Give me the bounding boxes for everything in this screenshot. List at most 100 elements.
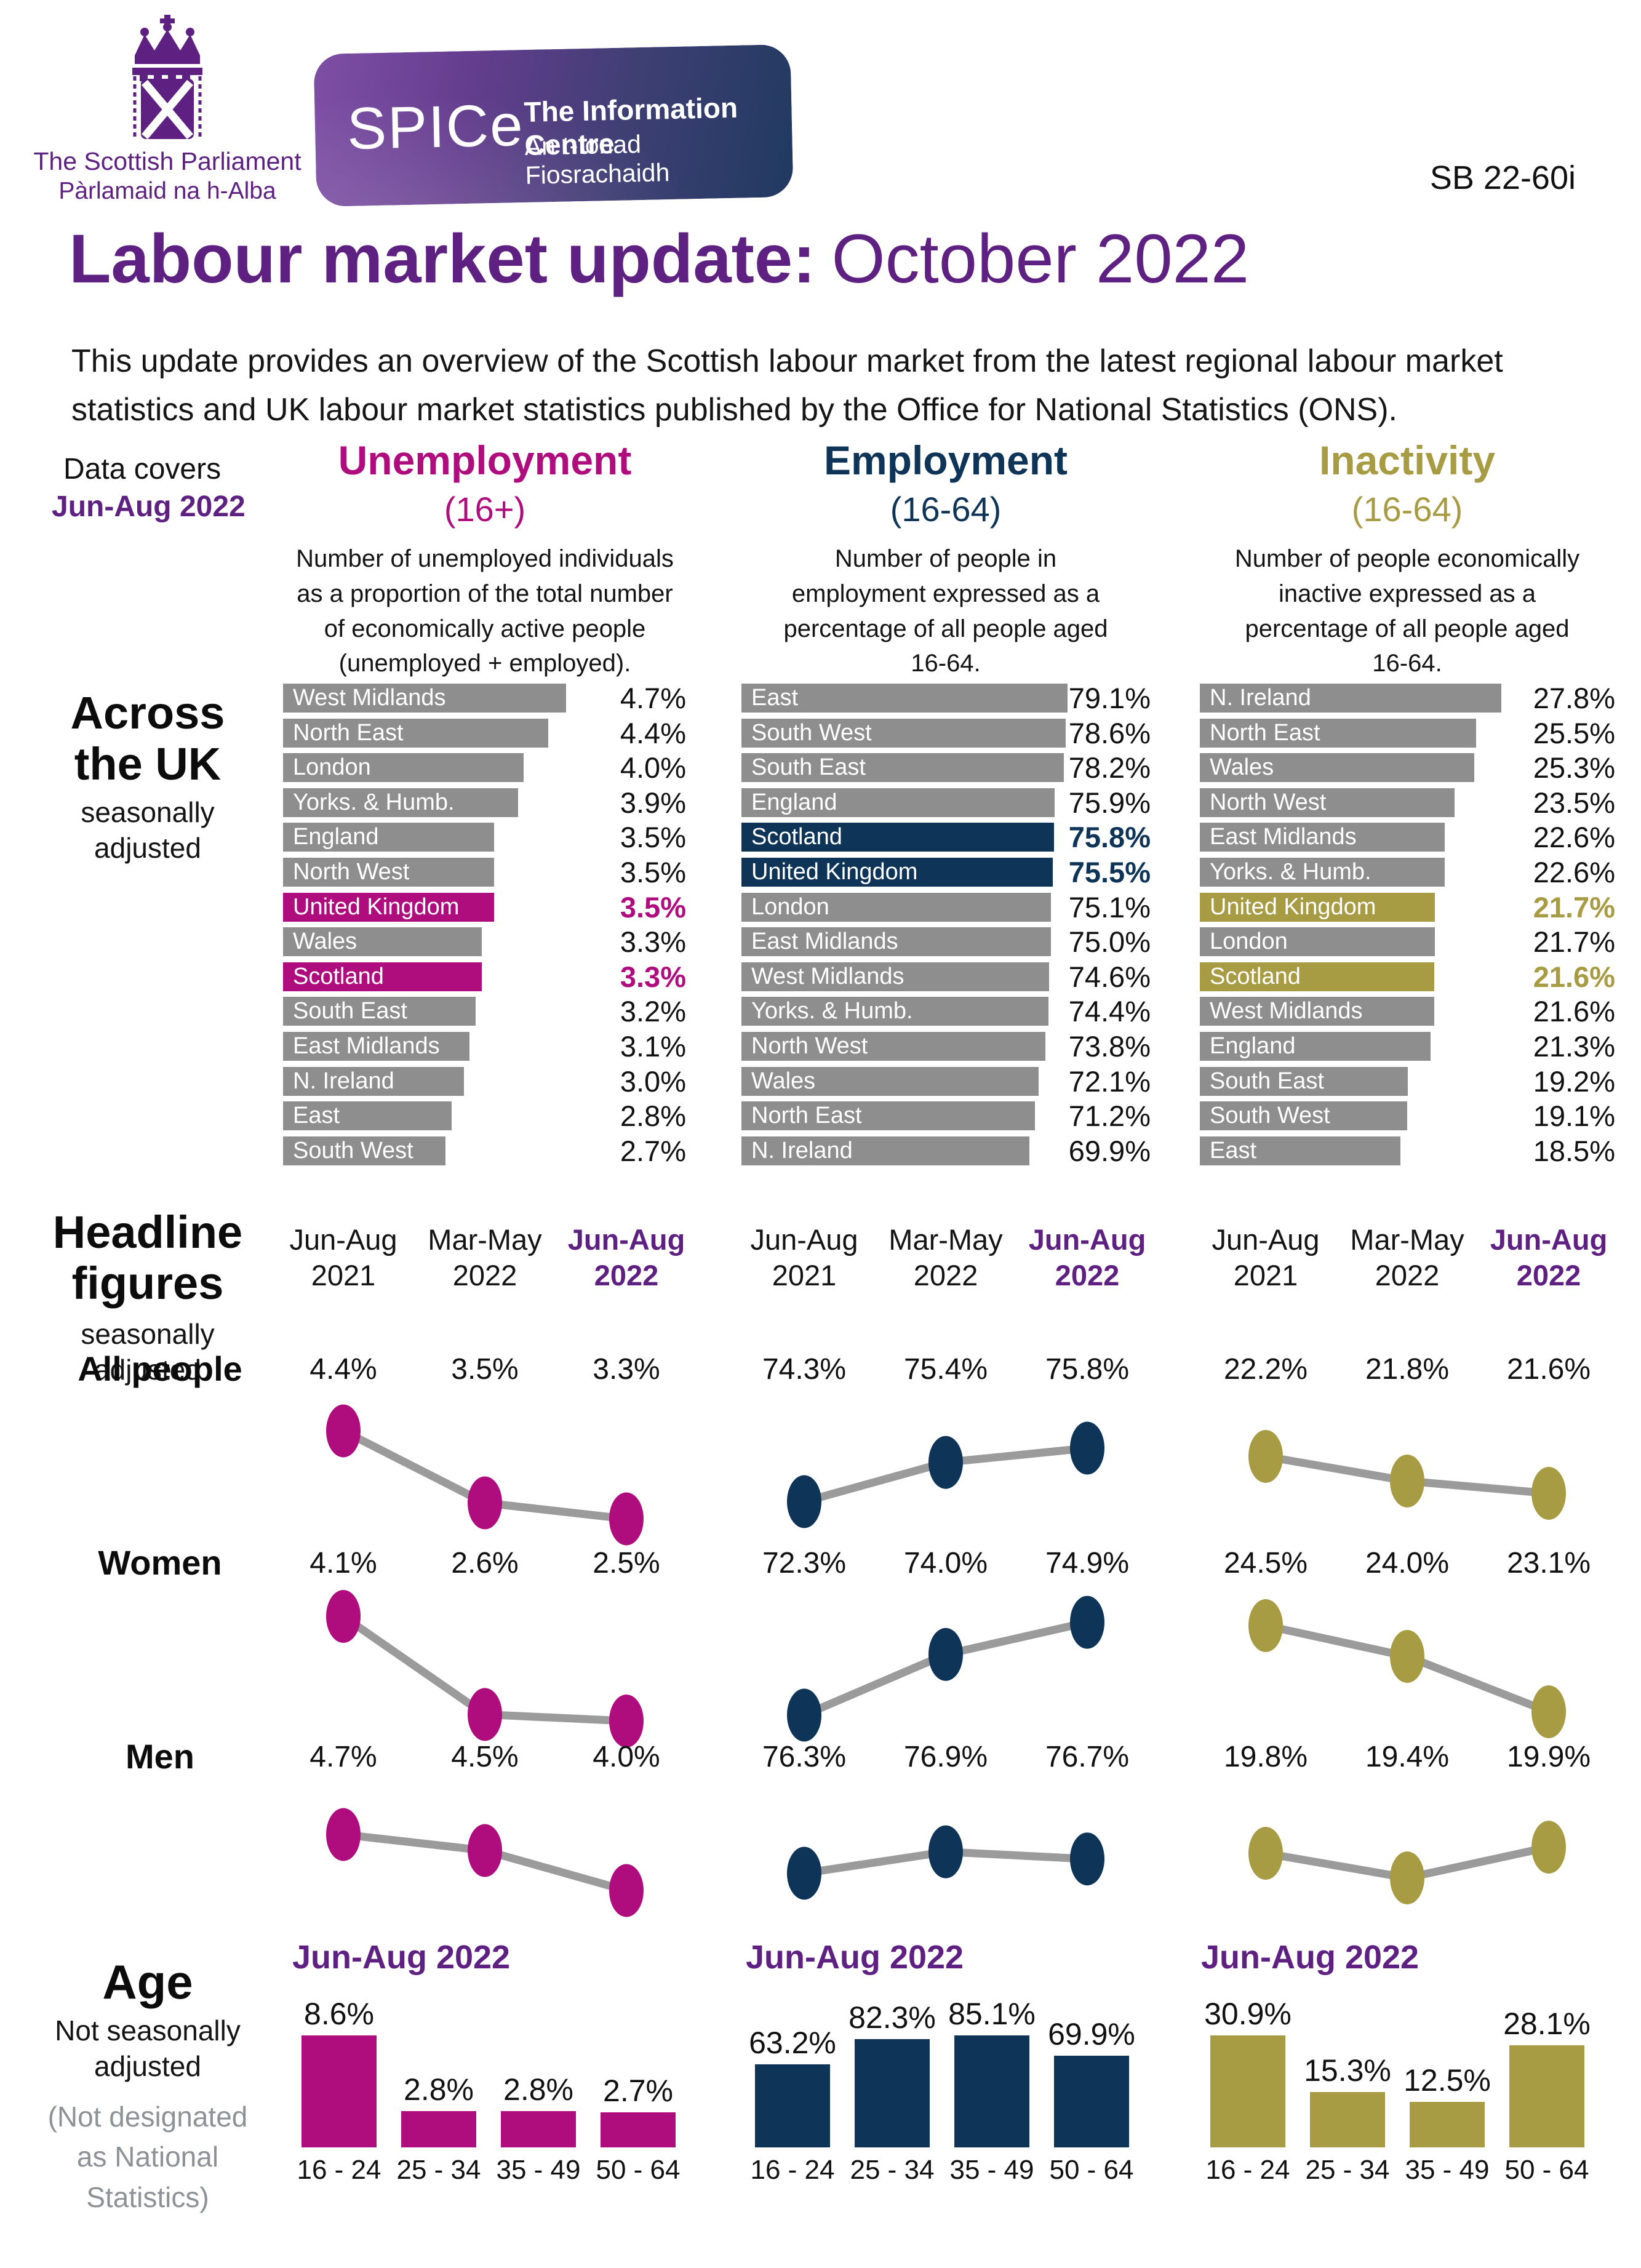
region-value: 3.3% [620,925,686,958]
headline-value: 19.9% [1506,1741,1591,1773]
region-value: 3.3% [620,960,686,993]
headline-value: 3.5% [451,1353,519,1386]
region-value: 2.7% [620,1135,686,1167]
region-bar: East [741,684,1068,713]
age-category: 35 - 49 [949,2155,1034,2185]
region-bar: United Kingdom [283,893,494,922]
region-row: Scotland 75.8% [741,820,1151,855]
metric-age-range: (16-64) [890,489,1002,529]
region-label: United Kingdom [293,894,460,920]
age-bar [1310,2092,1385,2147]
region-bar: South East [1200,1067,1408,1096]
headline-value: 24.5% [1223,1547,1308,1579]
headline-value: 74.9% [1045,1547,1130,1579]
region-bar: United Kingdom [741,858,1053,887]
region-row: Wales 25.3% [1200,750,1615,785]
region-label: West Midlands [1210,998,1363,1024]
region-row: South West 19.1% [1200,1098,1615,1133]
age-category: 25 - 34 [396,2155,481,2185]
age-subtitle: Not seasonally adjusted [55,2014,241,2082]
metric-age-range: (16+) [444,489,526,529]
region-bar: Scotland [1200,962,1434,991]
region-bar: Yorks. & Humb. [741,997,1048,1026]
region-row: East 79.1% [741,681,1151,716]
region-row: North West 73.8% [741,1029,1151,1064]
age-bar [1509,2045,1584,2147]
period-header: Jun-Aug 2021 [1195,1222,1336,1294]
age-value: 28.1% [1503,2006,1591,2041]
across-uk-title: Across the UK [70,687,225,789]
region-bar: South West [1200,1101,1407,1130]
region-value: 78.6% [1068,717,1151,749]
scottish-parliament-logo [126,15,209,141]
metric-description-unemployment: Number of unemployed individuals as a pr… [296,545,674,677]
region-row: East Midlands 75.0% [741,924,1151,959]
region-chart-uk-inactivity: N. Ireland 27.8% North East 25.5% Wales 25.3%… [1200,681,1615,1168]
region-value: 21.7% [1533,891,1615,924]
region-value: 4.7% [620,682,686,714]
region-label: West Midlands [293,685,446,711]
region-bar: North East [741,1101,1035,1130]
region-value: 3.5% [620,856,686,888]
region-label: South East [751,754,866,780]
region-label: England [751,789,837,815]
region-row: North East 71.2% [741,1098,1151,1133]
period-header-line2: 2022 [452,1259,517,1292]
region-bar: North West [1200,788,1455,817]
region-value: 19.2% [1533,1065,1615,1098]
period-header: Mar-May 2022 [1336,1222,1478,1294]
region-value: 3.5% [620,891,686,924]
trend-chart-headline-unemployment-row0 [325,1392,645,1570]
headline-value: 4.1% [309,1547,377,1579]
headline-value: 4.4% [309,1353,377,1386]
region-bar: London [1200,927,1435,956]
region-value: 4.4% [620,717,686,749]
region-row: North West 23.5% [1200,785,1615,820]
period-header: Mar-May 2022 [875,1222,1016,1294]
period-header-line1: Jun-Aug [750,1223,858,1256]
region-bar: South East [283,997,476,1026]
age-bar [401,2111,476,2147]
region-value: 21.7% [1533,925,1615,958]
region-row: East 18.5% [1200,1133,1615,1168]
region-label: East Midlands [1210,824,1357,850]
region-value: 3.1% [620,1030,686,1063]
period-header: Mar-May 2022 [414,1222,556,1294]
region-label: East Midlands [293,1033,440,1059]
headline-value: 3.3% [593,1353,660,1386]
age-bar [954,2035,1029,2147]
region-row: United Kingdom 75.5% [741,855,1151,890]
metric-description-employment: Number of people in employment expressed… [783,545,1108,677]
trend-line-icon [787,1421,1104,1528]
region-label: South East [293,998,407,1024]
age-category: 16 - 24 [750,2155,835,2185]
trend-line-icon [1248,1821,1566,1904]
region-bar: West Midlands [1200,997,1434,1026]
region-bar: North West [741,1032,1045,1061]
region-label: United Kingdom [1210,894,1376,920]
period-header-line1: Jun-Aug [1490,1223,1608,1256]
headline-row-label: All people [78,1349,242,1388]
period-header-line2: 2022 [594,1259,659,1292]
region-label: Scotland [1210,964,1301,989]
trend-chart-headline-unemployment-row2 [325,1779,645,1958]
headline-value: 2.5% [593,1547,660,1579]
region-row: North East 25.5% [1200,716,1615,751]
period-header: Jun-Aug 2021 [733,1222,875,1294]
region-bar: North East [1200,719,1476,748]
headline-value: 76.9% [903,1741,988,1773]
region-row: London 21.7% [1200,924,1615,959]
region-row: England 21.3% [1200,1029,1615,1064]
parliament-emblem-icon [132,15,202,139]
region-label: East [751,685,799,711]
region-bar: Scotland [283,962,482,991]
age-value: 69.9% [1048,2017,1135,2051]
region-bar: England [1200,1032,1431,1061]
region-row: South East 78.2% [741,750,1151,785]
metric-name: Inactivity [1319,437,1496,483]
region-label: West Midlands [751,964,904,989]
headline-value: 21.8% [1365,1353,1450,1386]
region-row: West Midlands 74.6% [741,959,1151,994]
trend-chart-headline-unemployment-row1 [325,1586,645,1764]
